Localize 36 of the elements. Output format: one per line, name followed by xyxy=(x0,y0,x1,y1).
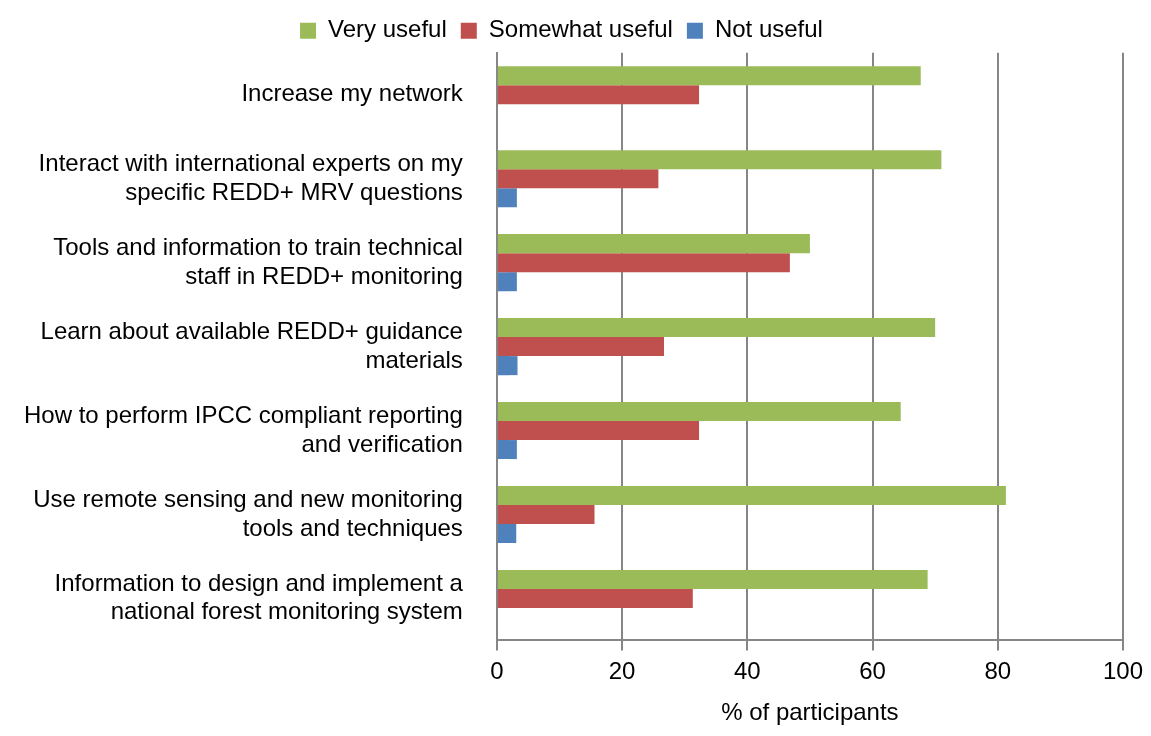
bar xyxy=(497,421,700,441)
bar xyxy=(497,402,901,422)
y-tick-label: Interact with international experts on my specific REDD+ MRV questions xyxy=(38,148,463,205)
x-axis-title: % of participants xyxy=(721,698,899,726)
bar xyxy=(497,253,790,273)
x-tick-label: 100 xyxy=(1102,657,1143,685)
bar xyxy=(497,169,659,189)
bar xyxy=(497,485,1006,505)
bar xyxy=(497,85,700,105)
bar xyxy=(497,150,942,170)
y-tick-label: Increase my network xyxy=(241,79,464,107)
bar xyxy=(497,188,517,208)
bar xyxy=(497,440,517,460)
bar xyxy=(497,337,665,357)
y-tick-label: Information to design and implement a national forest monitoring system xyxy=(54,568,464,625)
bar xyxy=(497,318,936,338)
bar xyxy=(497,66,921,86)
y-tick-label: Use remote sensing and new monitoring tools and techniques xyxy=(33,484,463,541)
bar xyxy=(497,504,595,524)
x-tick-label: 0 xyxy=(490,657,504,685)
y-tick-label: How to perform IPCC compliant reporting and verification xyxy=(23,400,463,457)
bar xyxy=(497,272,517,292)
bar xyxy=(497,356,518,376)
legend-label: Very useful xyxy=(328,15,447,43)
x-tick-label: 80 xyxy=(984,657,1012,685)
x-tick-label: 40 xyxy=(733,657,761,685)
x-tick-label: 20 xyxy=(608,657,636,685)
y-tick-label: Learn about available REDD+ guidance materials xyxy=(40,316,463,373)
x-tick-label: 60 xyxy=(859,657,886,685)
legend-label: Not useful xyxy=(714,15,823,43)
bar xyxy=(497,234,810,254)
legend-label: Somewhat useful xyxy=(488,15,673,43)
bar xyxy=(497,569,928,589)
bar xyxy=(497,524,517,544)
y-tick-label: Tools and information to train technical staff in REDD+ monitoring xyxy=(53,232,463,289)
bar xyxy=(497,588,693,608)
